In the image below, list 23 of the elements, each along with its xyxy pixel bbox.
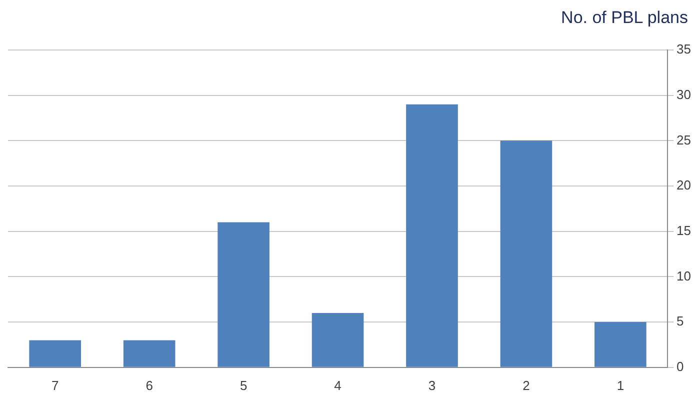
y-tick-label: 35 [676, 42, 692, 57]
x-tick-label: 1 [616, 378, 624, 393]
bar [500, 140, 552, 367]
bar [29, 340, 82, 367]
y-axis-title: No. of PBL plans [561, 8, 688, 28]
y-tick-label: 10 [676, 268, 692, 284]
y-tick-label: 20 [676, 178, 692, 193]
bar [123, 340, 176, 367]
y-tick-label: 15 [676, 222, 692, 238]
bar [406, 104, 458, 367]
y-tick-label: 5 [676, 314, 684, 329]
x-tick-label: 3 [428, 378, 436, 393]
bar [218, 222, 270, 367]
x-tick-label: 4 [334, 378, 342, 393]
y-tick-label: 25 [676, 132, 692, 148]
y-tick-label: 0 [676, 358, 684, 374]
bar [312, 312, 364, 367]
x-tick-label: 5 [240, 378, 248, 393]
x-tick-label: 6 [146, 378, 153, 393]
y-tick-label: 30 [676, 86, 692, 102]
x-tick-label: 7 [51, 378, 59, 393]
bar [594, 322, 646, 367]
x-tick-label: 2 [522, 378, 530, 393]
